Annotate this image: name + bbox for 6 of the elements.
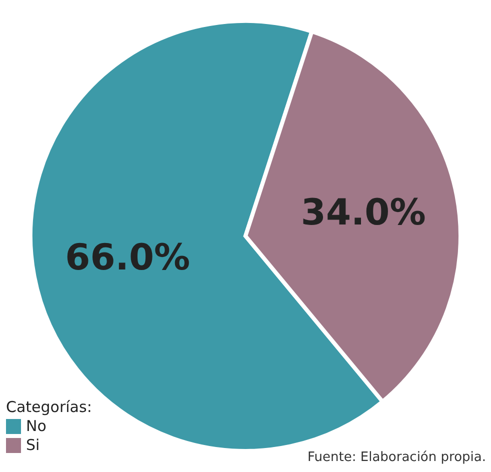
slice-label: No	[26, 417, 46, 436]
legend-title: Categorías:	[6, 398, 92, 417]
legend-label: Si	[26, 436, 40, 455]
source-note: Fuente: Elaboración propia.	[308, 450, 486, 465]
data-label: 66.0%	[65, 238, 190, 279]
data-label: 34.0%	[300, 192, 426, 234]
